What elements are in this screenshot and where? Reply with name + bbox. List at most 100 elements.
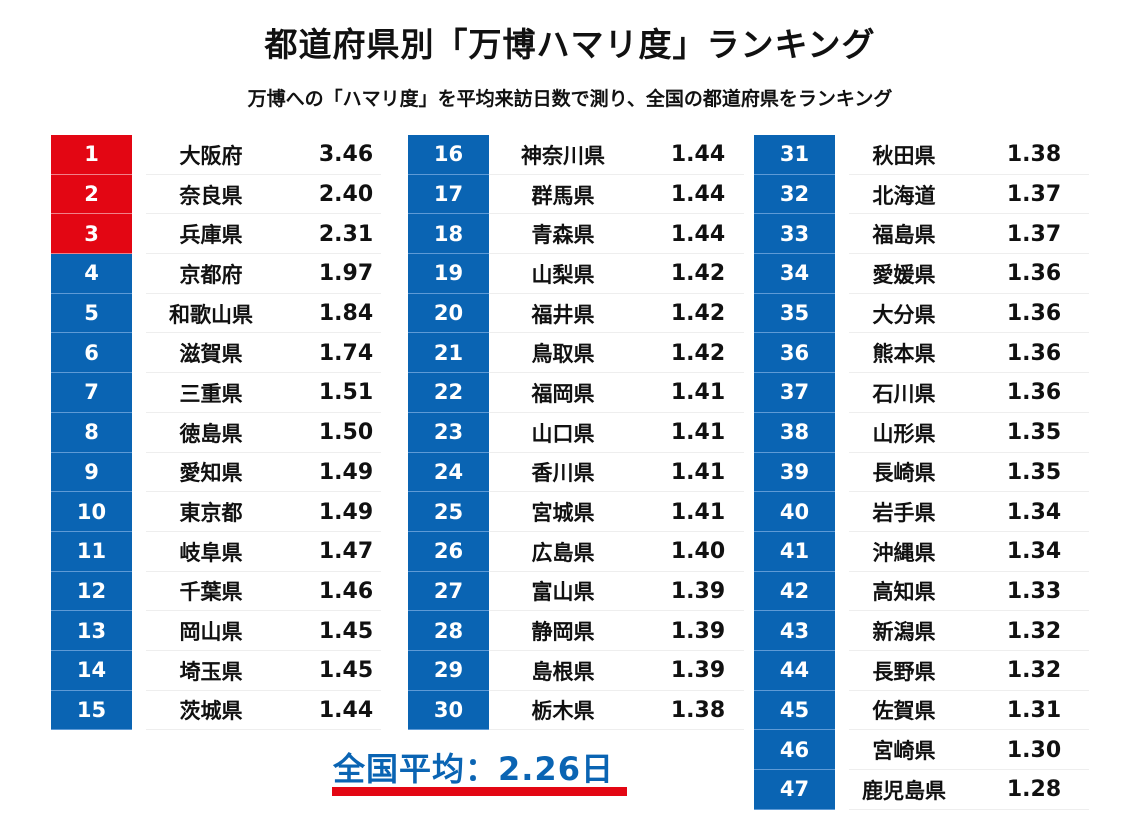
- prefecture-name: 山口県: [531, 421, 595, 446]
- prefecture-name: 石川県: [872, 381, 936, 406]
- row-divider: [146, 332, 381, 334]
- prefecture-name: 福井県: [531, 302, 595, 327]
- table-row: 42 高知県 1.33: [754, 571, 1089, 612]
- average-days-value: 1.44: [670, 221, 726, 247]
- rank-badge: 17: [408, 174, 489, 215]
- row-divider: [849, 253, 1089, 255]
- prefecture-name: 京都府: [179, 262, 243, 287]
- average-days-value: 1.42: [670, 301, 726, 327]
- average-days-value: 1.74: [318, 340, 374, 366]
- average-days-value: 1.49: [318, 499, 374, 525]
- table-row: 34 愛媛県 1.36: [754, 254, 1089, 294]
- average-days-value: 1.38: [1006, 142, 1062, 168]
- prefecture-name: 奈良県: [179, 183, 243, 208]
- rank-badge: 25: [408, 492, 489, 532]
- rank-badge: 30: [408, 690, 489, 731]
- average-days-value: 1.39: [670, 618, 726, 644]
- table-row: 24 香川県 1.41: [408, 452, 744, 493]
- rank-badge: 16: [408, 135, 489, 175]
- prefecture-name: 栃木県: [531, 699, 595, 724]
- table-row: 19 山梨県 1.42: [408, 254, 744, 294]
- row-divider: [489, 570, 744, 572]
- average-days-value: 2.31: [318, 221, 374, 247]
- table-row: 43 新潟県 1.32: [754, 611, 1089, 651]
- row-divider: [489, 213, 744, 215]
- average-days-value: 1.33: [1006, 578, 1062, 604]
- prefecture-name: 三重県: [179, 381, 243, 406]
- table-row: 22 福岡県 1.41: [408, 373, 744, 413]
- row-divider: [146, 689, 381, 691]
- table-row: 40 岩手県 1.34: [754, 492, 1089, 532]
- prefecture-name: 高知県: [872, 580, 936, 605]
- rank-badge: 21: [408, 333, 489, 374]
- rank-badge: 24: [408, 452, 489, 493]
- table-row: 10 東京都 1.49: [51, 492, 381, 532]
- table-row: 38 山形県 1.35: [754, 412, 1089, 453]
- table-row: 9 愛知県 1.49: [51, 452, 381, 493]
- rank-badge: 43: [754, 611, 835, 651]
- prefecture-name: 群馬県: [531, 183, 595, 208]
- ranking-column-2: 16 神奈川県 1.44 17 群馬県 1.44 18 青森県 1.44 19 山梨県 1.42 20 福…: [408, 135, 744, 731]
- row-divider: [489, 451, 744, 453]
- rank-badge: 18: [408, 214, 489, 255]
- table-row: 20 福井県 1.42: [408, 293, 744, 334]
- prefecture-name: 青森県: [531, 223, 595, 248]
- prefecture-name: 岐阜県: [179, 540, 243, 565]
- average-days-value: 1.45: [318, 618, 374, 644]
- rank-badge: 12: [51, 571, 132, 612]
- row-divider: [146, 570, 381, 572]
- row-divider: [146, 610, 381, 612]
- row-divider: [849, 649, 1089, 651]
- table-row: 35 大分県 1.36: [754, 293, 1089, 334]
- average-days-value: 1.32: [1006, 618, 1062, 644]
- row-divider: [849, 491, 1089, 493]
- average-days-value: 1.32: [1006, 658, 1062, 684]
- table-row: 11 岐阜県 1.47: [51, 531, 381, 572]
- rank-badge: 14: [51, 650, 132, 691]
- rank-badge: 45: [754, 690, 835, 731]
- table-row: 29 島根県 1.39: [408, 650, 744, 691]
- rank-badge: 42: [754, 571, 835, 612]
- average-days-value: 1.37: [1006, 182, 1062, 208]
- rank-badge: 15: [51, 690, 132, 731]
- row-divider: [146, 411, 381, 413]
- average-days-value: 1.45: [318, 658, 374, 684]
- average-days-value: 1.40: [670, 539, 726, 565]
- prefecture-name: 富山県: [531, 580, 595, 605]
- average-days-value: 1.36: [1006, 380, 1062, 406]
- prefecture-name: 東京都: [179, 501, 243, 526]
- prefecture-name: 茨城県: [179, 699, 243, 724]
- row-divider: [849, 411, 1089, 413]
- rank-badge: 23: [408, 412, 489, 453]
- row-divider: [146, 372, 381, 374]
- average-days-value: 1.44: [670, 142, 726, 168]
- table-row: 44 長野県 1.32: [754, 650, 1089, 691]
- rank-badge: 27: [408, 571, 489, 612]
- prefecture-name: 広島県: [531, 540, 595, 565]
- table-row: 37 石川県 1.36: [754, 373, 1089, 413]
- prefecture-name: 福岡県: [531, 381, 595, 406]
- rank-badge: 1: [51, 135, 132, 175]
- row-divider: [849, 173, 1089, 175]
- prefecture-name: 宮城県: [531, 501, 595, 526]
- average-days-value: 1.39: [670, 578, 726, 604]
- prefecture-name: 岩手県: [872, 501, 936, 526]
- row-divider: [489, 173, 744, 175]
- row-divider: [849, 610, 1089, 612]
- rank-badge: 39: [754, 452, 835, 493]
- average-days-value: 1.44: [670, 182, 726, 208]
- prefecture-name: 長崎県: [872, 461, 936, 486]
- average-days-value: 1.41: [670, 499, 726, 525]
- row-divider: [489, 332, 744, 334]
- prefecture-name: 千葉県: [179, 580, 243, 605]
- rank-badge: 19: [408, 254, 489, 294]
- prefecture-name: 和歌山県: [169, 302, 253, 327]
- rank-badge: 35: [754, 293, 835, 334]
- table-row: 17 群馬県 1.44: [408, 174, 744, 215]
- prefecture-name: 大阪府: [179, 143, 243, 168]
- rank-badge: 10: [51, 492, 132, 532]
- prefecture-name: 福島県: [872, 223, 936, 248]
- prefecture-name: 宮崎県: [872, 739, 936, 764]
- table-row: 28 静岡県 1.39: [408, 611, 744, 651]
- row-divider: [489, 729, 744, 731]
